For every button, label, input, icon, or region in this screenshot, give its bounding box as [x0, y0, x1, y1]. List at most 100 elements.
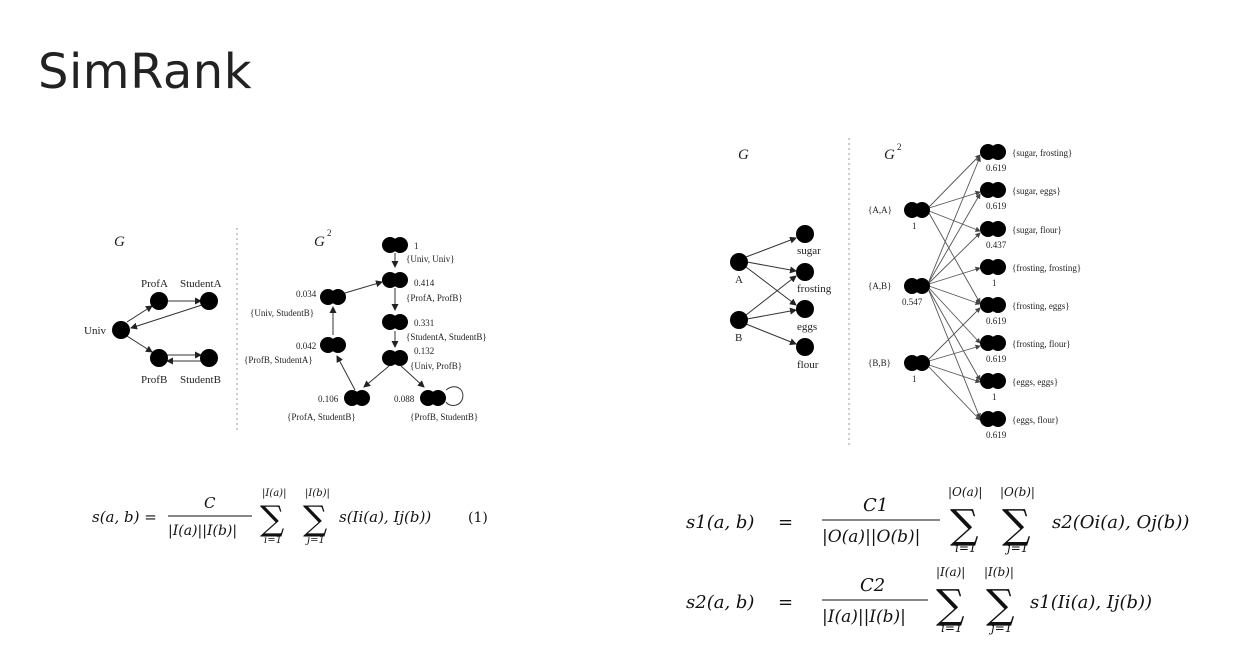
equation-number: (1) — [468, 510, 488, 526]
edge-a-frosting — [746, 261, 797, 274]
label-eggs: eggs — [797, 321, 817, 333]
pair-node — [980, 144, 1006, 160]
formula-lhs: s1(a, b) — [686, 512, 754, 533]
edge-g2-6 — [336, 355, 356, 391]
pair-score: 0.619 — [986, 430, 1007, 440]
node-b — [730, 311, 748, 329]
label-flour: flour — [797, 359, 819, 371]
g2-label: G — [314, 234, 325, 250]
pair-node — [382, 237, 408, 253]
sum-lower: i=1 — [264, 535, 282, 546]
right-diagram: G G 2 A B sugar frosting eggs flour — [730, 138, 1081, 446]
formula-denominator: |O(a)||O(b)| — [822, 527, 920, 547]
pair-score: 1 — [912, 374, 917, 384]
edge-a-eggs — [745, 266, 797, 306]
node-profa — [150, 292, 168, 310]
formula-denominator: |I(a)||I(b)| — [168, 523, 237, 539]
pair-score: 0.619 — [986, 354, 1007, 364]
formula-numerator: C — [204, 494, 216, 512]
pair-score: 0.437 — [986, 240, 1007, 250]
edge-b-frosting — [745, 275, 797, 316]
formula-numerator: C2 — [860, 575, 885, 596]
node-eggs — [796, 300, 814, 318]
node-flour — [796, 338, 814, 356]
sum-upper: |I(b)| — [305, 488, 330, 499]
pair-score: 0.088 — [394, 394, 415, 404]
pair-label: {A,A} — [868, 205, 892, 215]
pair-node — [980, 182, 1006, 198]
pair-label: {sugar, frosting} — [1012, 148, 1072, 158]
pair-node — [382, 272, 408, 288]
sum-upper: |O(a)| — [948, 485, 982, 499]
g2-edges — [928, 154, 981, 421]
pair-node — [980, 221, 1006, 237]
sum-sign: ∑ — [1002, 502, 1031, 548]
pair-label: {StudentA, StudentB} — [406, 332, 487, 342]
pair-label: {eggs, flour} — [1012, 415, 1059, 425]
pair-node — [420, 390, 446, 406]
pair-node — [980, 297, 1006, 313]
edge-b-eggs — [746, 307, 797, 320]
self-loop — [445, 386, 464, 406]
pair-label: {sugar, eggs} — [1012, 186, 1061, 196]
g2-superscript: 2 — [897, 142, 902, 152]
node-univ — [112, 321, 130, 339]
sum-lower: i=1 — [955, 541, 977, 555]
pair-score: 0.547 — [902, 297, 923, 307]
pair-node — [904, 202, 930, 218]
pair-node — [980, 335, 1006, 351]
pair-node — [980, 411, 1006, 427]
edge-b-flour — [745, 323, 797, 346]
label-univ: Univ — [84, 325, 107, 337]
pair-score: 0.132 — [414, 346, 434, 356]
pair-score: 1 — [992, 278, 997, 288]
pair-score: 0.414 — [414, 278, 435, 288]
pair-label: {Univ, ProfB} — [410, 361, 462, 371]
pair-score: 0.034 — [296, 289, 317, 299]
sum-lower: j=1 — [988, 621, 1012, 635]
g-label: G — [114, 234, 125, 250]
equals-sign: = — [778, 592, 793, 613]
node-studenta — [200, 292, 218, 310]
sum-lower: j=1 — [305, 535, 325, 546]
pair-label: {eggs, eggs} — [1012, 377, 1058, 387]
pair-label: {frosting, eggs} — [1012, 301, 1070, 311]
pair-score: 0.331 — [414, 318, 434, 328]
formula-lhs: s(a, b) = — [92, 508, 157, 526]
edge-a-sugar — [745, 236, 797, 258]
edge-univ-profa — [126, 305, 153, 323]
formula-3: s2(a, b) = C2 |I(a)||I(b)| |I(a)| ∑ i=1 … — [686, 565, 1152, 635]
pair-node — [382, 350, 408, 366]
node-studentb — [200, 349, 218, 367]
left-diagram: G G 2 Univ ProfA StudentA ProfB StudentB — [84, 228, 487, 432]
formula-body: s(Ii(a), Ij(b)) — [339, 508, 431, 526]
sum-upper: |I(a)| — [262, 488, 286, 499]
pair-label: {ProfA, StudentB} — [287, 412, 356, 422]
sum-sign: ∑ — [260, 499, 284, 539]
sum-sign: ∑ — [986, 582, 1015, 628]
sum-upper: |I(a)| — [936, 565, 965, 579]
edge-g2-7 — [363, 365, 390, 388]
pair-score: 0.619 — [986, 163, 1007, 173]
formula-denominator: |I(a)||I(b)| — [822, 607, 906, 627]
g2-superscript: 2 — [327, 228, 332, 238]
formula-body: s2(Oi(a), Oj(b)) — [1052, 512, 1189, 533]
node-a — [730, 253, 748, 271]
pair-label: {B,B} — [868, 358, 891, 368]
pair-node — [904, 355, 930, 371]
pair-score: 0.619 — [986, 316, 1007, 326]
sum-upper: |I(b)| — [984, 565, 1014, 579]
g-label: G — [738, 147, 749, 163]
equals-sign: = — [778, 512, 793, 533]
label-sugar: sugar — [797, 245, 821, 257]
node-profb — [150, 349, 168, 367]
pair-score: 1 — [992, 392, 997, 402]
pair-score: 0.619 — [986, 201, 1007, 211]
pair-label: {Univ, Univ} — [406, 254, 455, 264]
slide-title: SimRank — [38, 44, 252, 100]
pair-score: 0.042 — [296, 341, 316, 351]
sum-upper: |O(b)| — [1000, 485, 1035, 499]
label-frosting: frosting — [797, 283, 832, 295]
sum-sign: ∑ — [936, 582, 965, 628]
label-profa: ProfA — [141, 278, 168, 290]
